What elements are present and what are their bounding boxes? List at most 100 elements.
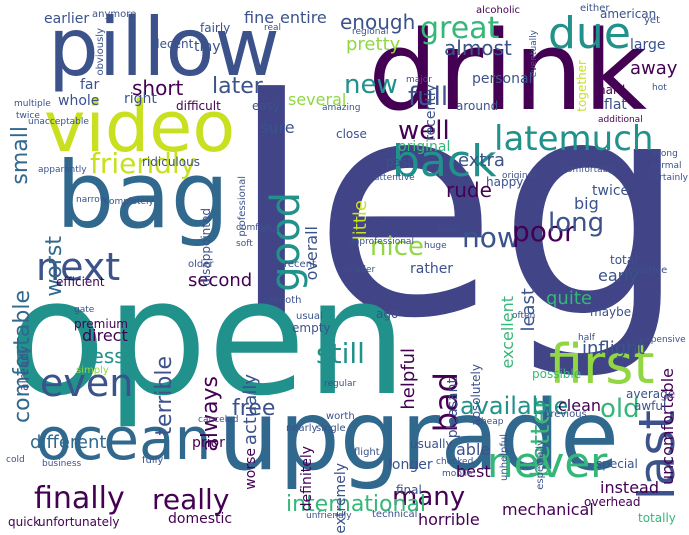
cloud-word: huge (424, 241, 447, 251)
cloud-word: easy (252, 99, 281, 113)
cloud-word: previous (544, 409, 587, 420)
cloud-word: tiny (194, 39, 221, 55)
cloud-word: real (264, 23, 282, 33)
cloud-word: nearly (286, 423, 318, 434)
cloud-word: bag (56, 142, 230, 249)
cloud-word: together (575, 60, 589, 112)
cloud-word: eventually (529, 30, 539, 78)
cloud-word: first (549, 333, 655, 396)
cloud-word: helpful (398, 348, 419, 410)
cloud-word: mobile (442, 469, 473, 479)
cloud-word: special (596, 457, 638, 471)
cloud-word: hard (598, 83, 626, 97)
cloud-word: new (344, 70, 398, 100)
cloud-word: away (630, 58, 678, 79)
cloud-word: still (316, 337, 365, 370)
cloud-word: half (578, 333, 595, 343)
cloud-word: pretty (346, 34, 401, 55)
cloud-word: positive (628, 265, 668, 276)
cloud-word: certainly (648, 173, 688, 183)
cloud-word: large (630, 37, 666, 53)
cloud-word: total (610, 253, 638, 267)
cloud-word: prior (192, 435, 225, 451)
cloud-word: premium (74, 317, 128, 331)
cloud-word: narrow (76, 195, 108, 205)
cloud-word: earlier (44, 11, 90, 27)
cloud-word: second (188, 270, 253, 291)
cloud-word: little (350, 200, 371, 241)
cloud-word: different (30, 432, 107, 453)
cloud-word: technical (372, 509, 418, 520)
cloud-word: personal (472, 71, 533, 87)
cloud-word: average (626, 387, 676, 401)
cloud-word: original (502, 171, 536, 181)
cloud-word: old (600, 394, 640, 424)
cloud-word: fully (142, 455, 164, 466)
cloud-word: checked (436, 457, 474, 467)
cloud-word: nice (370, 232, 424, 262)
cloud-word: worth (326, 411, 355, 422)
cloud-word: unfortunately (38, 515, 120, 529)
cloud-word: overall (302, 226, 321, 281)
cloud-word: great (420, 11, 500, 46)
cloud-word: smaller (342, 265, 376, 275)
cloud-word: ocean (36, 405, 212, 473)
cloud-word: latemuch (494, 119, 654, 159)
cloud-word: definitely (299, 446, 315, 512)
cloud-word: often (512, 311, 536, 321)
cloud-word: canceled (198, 415, 239, 425)
cloud-word: entire (280, 8, 327, 27)
cloud-word: usual (296, 311, 323, 322)
cloud-word: final (396, 483, 422, 497)
cloud-word: longer (388, 457, 433, 473)
cloud-word: usually (410, 437, 453, 451)
cloud-word: friendly (90, 147, 197, 180)
cloud-word: additional (598, 115, 643, 125)
cloud-word: pleasant (445, 378, 461, 439)
cloud-word: amazing (322, 103, 361, 113)
cloud-word: maybe (590, 305, 632, 319)
cloud-word: full (408, 82, 449, 112)
cloud-word: twice (16, 111, 40, 121)
cloud-word: smooth (264, 295, 302, 306)
cloud-word: sure (260, 118, 295, 137)
cloud-word: now (462, 221, 520, 254)
cloud-word: right (124, 91, 157, 107)
cloud-word: recent (284, 259, 316, 270)
cloud-word: happy (486, 175, 524, 189)
cloud-word: efficient (56, 275, 105, 289)
cloud-word: comfortable (562, 165, 617, 175)
cloud-word: small (8, 126, 33, 185)
cloud-word: video (44, 86, 236, 168)
cloud-word: comfort (236, 223, 272, 233)
cloud-word: unprofessional (348, 237, 414, 247)
cloud-word: totally (638, 511, 676, 525)
cloud-word: business (42, 459, 82, 469)
cloud-word: short (132, 76, 184, 100)
cloud-word: whole (58, 93, 100, 109)
cloud-word: open (8, 244, 408, 431)
cloud-word: completely (104, 197, 154, 207)
cloud-word: instead (600, 478, 659, 497)
cloud-word: upgrade (218, 380, 620, 492)
cloud-word: around (456, 99, 499, 113)
cloud-word: regional (352, 27, 389, 37)
cloud-word: back (392, 136, 497, 187)
cloud-word: empty (292, 321, 331, 335)
cloud-word: rather (410, 261, 454, 277)
cloud-word: quite (546, 288, 592, 309)
cloud-word: simply (76, 365, 109, 376)
cloud-word: fairly (200, 21, 231, 35)
cloud-word: cheap (476, 417, 504, 427)
cloud-word: mechanical (502, 500, 594, 519)
cloud-word: several (288, 90, 347, 109)
cloud-word: due (548, 8, 631, 59)
cloud-word: especially (535, 440, 546, 490)
cloud-word: alcoholic (476, 5, 521, 16)
cloud-word: older (188, 259, 214, 270)
cloud-word: overhead (584, 495, 641, 509)
cloud-word: twice (592, 183, 630, 199)
cloud-word: possible (532, 367, 582, 381)
cloud-word: anymore (92, 9, 137, 20)
cloud-word: least (518, 288, 539, 332)
